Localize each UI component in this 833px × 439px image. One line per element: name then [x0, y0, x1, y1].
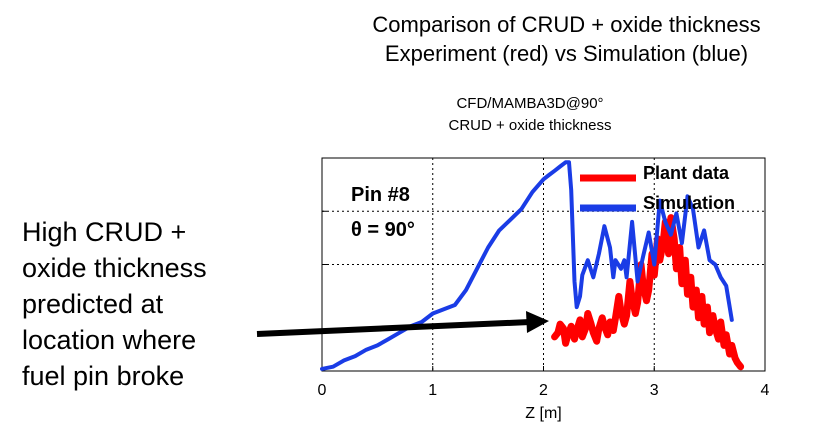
x-axis-label: Z [m] [525, 405, 561, 422]
chart-subtitle: CRUD + oxide thickness [448, 117, 612, 134]
legend-label: Plant data [643, 163, 730, 183]
x-tick-label: 1 [428, 382, 437, 399]
annotation-line: location where [22, 325, 197, 355]
arrow-shaft [256, 319, 531, 337]
annotation-line: oxide thickness [22, 253, 207, 283]
plot-lines [320, 160, 745, 371]
legend: Plant data Simulation [580, 163, 735, 213]
series-line-simulation [320, 160, 734, 371]
pointer-arrow [256, 311, 549, 337]
x-tick-label: 4 [761, 382, 770, 399]
annotation-line: predicted at [22, 289, 164, 319]
chart-title: CFD/MAMBA3D@90° [456, 95, 604, 112]
x-tick-label: 3 [650, 382, 659, 399]
arrow-head [526, 311, 549, 333]
inset-label: Pin #8 θ = 90° [351, 184, 415, 241]
annotation-line: fuel pin broke [22, 361, 185, 391]
figure-title-line-1: Comparison of CRUD + oxide thickness [372, 12, 761, 37]
inset-pin-label: Pin #8 [351, 184, 410, 206]
series-line-plant-data [551, 214, 745, 371]
annotation-line: High CRUD + [22, 217, 187, 247]
inset-angle-label: θ = 90° [351, 219, 415, 241]
legend-label: Simulation [643, 193, 735, 213]
x-tick-label: 0 [318, 382, 327, 399]
x-tick-label: 2 [539, 382, 548, 399]
figure-title-line-2: Experiment (red) vs Simulation (blue) [384, 41, 749, 66]
annotation-text: High CRUD + oxide thickness predicted at… [22, 214, 272, 394]
